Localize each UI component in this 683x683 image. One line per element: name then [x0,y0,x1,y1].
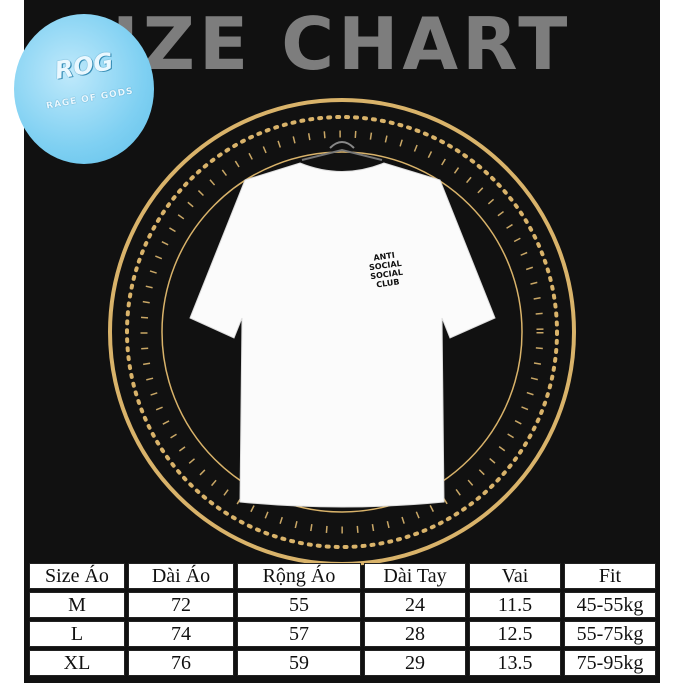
hanger [301,148,383,161]
cell: 28 [364,621,466,647]
header-cell: Fit [564,563,656,589]
tick-ring [140,130,544,534]
header-cell: Rộng Áo [237,563,361,589]
cell: 57 [237,621,361,647]
cell: XL [29,650,125,676]
cell: 11.5 [469,592,561,618]
logo-text: ROG [52,47,116,85]
cell: L [29,621,125,647]
cell: 45-55kg [564,592,656,618]
cell: 12.5 [469,621,561,647]
hanger-hook [329,141,355,149]
header-cell: Dài Tay [364,563,466,589]
cell: 59 [237,650,361,676]
cell: 29 [364,650,466,676]
cell: 13.5 [469,650,561,676]
cell: 72 [128,592,234,618]
rog-logo: ROG RAGE OF GODS [14,14,154,164]
tshirt [189,162,496,508]
cell: 55 [237,592,361,618]
inner-ring [161,151,523,513]
header-cell: Dài Áo [128,563,234,589]
table-header-row: Size Áo Dài Áo Rộng Áo Dài Tay Vai Fit [29,563,656,589]
dotted-ring [125,115,559,549]
cell: M [29,592,125,618]
table-row: L 74 57 28 12.5 55-75kg [29,621,656,647]
page-title: IZE CHART [112,2,572,86]
cell: 75-95kg [564,650,656,676]
cell: 24 [364,592,466,618]
cell: 55-75kg [564,621,656,647]
cell: 76 [128,650,234,676]
header-cell: Vai [469,563,561,589]
header-cell: Size Áo [29,563,125,589]
table-row: M 72 55 24 11.5 45-55kg [29,592,656,618]
table-row: XL 76 59 29 13.5 75-95kg [29,650,656,676]
cell: 74 [128,621,234,647]
chest-print: ANTI SOCIAL SOCIAL CLUB [364,249,409,290]
size-table: Size Áo Dài Áo Rộng Áo Dài Tay Vai Fit M… [26,560,659,679]
